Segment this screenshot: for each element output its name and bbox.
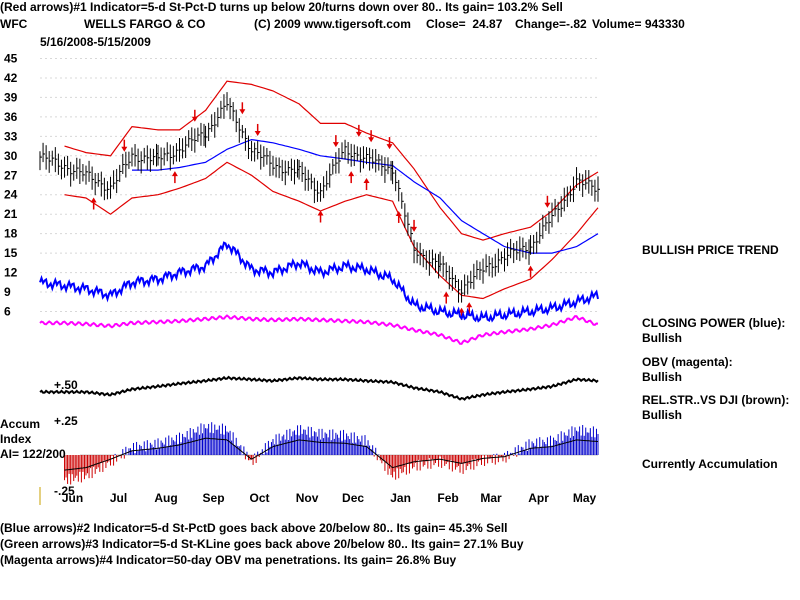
buy-arrow-icon: [90, 197, 97, 203]
close-readout: Close= 24.87: [426, 17, 502, 31]
relstr-tick: +.50: [54, 378, 78, 392]
price-bands: [64, 80, 599, 300]
accum-top-tick: +.25: [54, 414, 78, 428]
y-tick-label: 9: [4, 285, 11, 299]
sell-arrow-icon: [191, 116, 198, 122]
closing-power-line: [39, 241, 599, 323]
accumulation-index: [64, 422, 599, 485]
y-tick-label: 6: [4, 305, 11, 319]
y-tick-label: 39: [4, 90, 18, 104]
rel-strength-series: [39, 375, 599, 401]
ai-readout: AI= 122/200: [0, 447, 66, 461]
x-tick-label: Aug: [154, 491, 177, 505]
change-label: Change=: [515, 17, 567, 31]
obv-series: [39, 314, 599, 345]
x-tick-label: Jun: [62, 491, 83, 505]
buy-arrow-icon: [348, 171, 355, 177]
volume-value: 943330: [644, 17, 685, 31]
x-tick-label: May: [573, 491, 597, 505]
rel-strength-line: [39, 375, 599, 401]
y-tick-label: 18: [4, 227, 18, 241]
buy-arrow-icon: [317, 210, 324, 216]
sell-arrow-icon: [368, 137, 375, 143]
change-readout: Change=-.82: [515, 17, 587, 31]
accumulation-status: Currently Accumulation: [642, 457, 778, 471]
lower-band-line: [64, 161, 599, 300]
y-tick-label: 27: [4, 168, 18, 182]
x-tick-label: Apr: [528, 491, 549, 505]
sell-arrow-icon: [355, 131, 362, 137]
x-tick-label: Oct: [250, 491, 270, 505]
buy-arrow-icon: [527, 265, 534, 271]
index-label: Index: [0, 432, 32, 446]
buy-arrow-icon: [395, 210, 402, 216]
relstr-label: REL.STR..VS DJI (brown):: [642, 393, 790, 407]
y-tick-label: 21: [4, 207, 18, 221]
sell-arrow-icon: [254, 130, 261, 136]
change-value: -.82: [566, 17, 587, 31]
x-tick-label: Jul: [110, 491, 127, 505]
sell-arrow-icon: [332, 142, 339, 148]
sell-arrow-icon: [121, 146, 128, 152]
signal-arrows: [90, 102, 551, 320]
buy-arrow-icon: [466, 302, 473, 308]
y-tick-label: 24: [4, 188, 18, 202]
upper-band-line: [64, 80, 599, 241]
moving-average-line: [132, 138, 599, 254]
buy-arrow-icon: [171, 171, 178, 177]
obv-status: Bullish: [642, 370, 683, 384]
x-tick-label: Mar: [480, 491, 502, 505]
legend-line-4: (Magenta arrows)#4 Indicator=50-day OBV …: [0, 553, 457, 567]
y-tick-label: 12: [4, 266, 18, 280]
buy-arrow-icon: [363, 178, 370, 184]
y-tick-labels: 45 42 39 36 33 30 27 24 21 18 15 12 9 6: [4, 51, 18, 318]
x-tick-label: Dec: [342, 491, 364, 505]
company-name: WELLS FARGO & CO: [84, 17, 206, 31]
x-tick-label: Sep: [203, 491, 225, 505]
closing-power-series: [39, 241, 599, 323]
y-tick-label: 42: [4, 71, 18, 85]
sell-arrow-icon: [239, 109, 246, 115]
buy-arrow-icon: [443, 291, 450, 297]
legend-line-3: (Green arrows)#3 Indicator=5-d St-KLine …: [0, 537, 524, 551]
obv-line: [39, 314, 599, 345]
legend-line-2: (Blue arrows)#2 Indicator=5-d St-PctD go…: [0, 521, 508, 535]
moving-average: [132, 138, 599, 254]
volume-label: Volume=: [592, 17, 642, 31]
y-tick-label: 15: [4, 246, 18, 260]
price-bars: [39, 92, 600, 303]
sell-arrow-icon: [386, 144, 393, 150]
close-value: 24.87: [472, 17, 503, 31]
y-tick-label: 30: [4, 149, 18, 163]
closing-power-label: CLOSING POWER (blue):: [642, 316, 786, 330]
legend-line-1: (Red arrows)#1 Indicator=5-d St-Pct-D tu…: [0, 0, 563, 14]
copyright: (C) 2009 www.tigersoft.com: [254, 17, 411, 31]
x-tick-label: Feb: [437, 491, 458, 505]
close-label: Close=: [426, 17, 466, 31]
volume-readout: Volume= 943330: [592, 17, 685, 31]
y-tick-label: 45: [4, 51, 18, 65]
relstr-status: Bullish: [642, 408, 683, 422]
accum-average-line: [64, 437, 599, 471]
ticker-symbol: WFC: [0, 17, 28, 31]
y-tick-label: 36: [4, 110, 18, 124]
x-tick-label: Jan: [390, 491, 411, 505]
x-tick-label: Nov: [296, 491, 319, 505]
trend-label: BULLISH PRICE TREND: [642, 243, 779, 257]
accum-bottom-tick: -.25: [54, 484, 75, 498]
sell-arrow-icon: [411, 226, 418, 232]
accum-label: Accum: [0, 417, 41, 431]
closing-power-status: Bullish: [642, 331, 683, 345]
sell-arrow-icon: [544, 202, 551, 208]
date-range: 5/16/2008-5/15/2009: [40, 35, 151, 49]
obv-label: OBV (magenta):: [642, 355, 733, 369]
x-tick-labels: Jun Jul Aug Sep Oct Nov Dec Jan Feb Mar Apr May: [62, 491, 597, 505]
y-tick-label: 33: [4, 129, 18, 143]
